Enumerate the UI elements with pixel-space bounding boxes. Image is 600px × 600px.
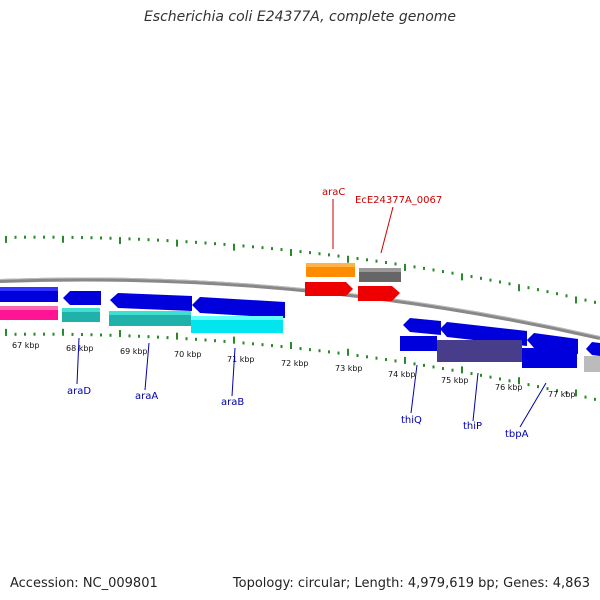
- tick-labels: 67 kbp 68 kbp 69 kbp 70 kbp 71 kbp 72 kb…: [12, 341, 576, 399]
- feature-tbpa-lower[interactable]: [522, 348, 577, 368]
- feature-arac-red[interactable]: [305, 282, 353, 296]
- tick-label: 72 kbp: [281, 359, 309, 368]
- feature-arad[interactable]: [63, 291, 101, 305]
- gene-label-thiq[interactable]: thiQ: [401, 415, 422, 426]
- tick-label: 71 kbp: [227, 355, 255, 364]
- tick-label: 74 kbp: [388, 370, 416, 379]
- gene-labels: araC EcE24377A_0067 araD araA araB thiQ …: [67, 187, 529, 440]
- tick-label: 69 kbp: [120, 347, 148, 356]
- tick-label: 75 kbp: [441, 376, 469, 385]
- feature-arab-cyan[interactable]: [191, 316, 283, 333]
- reverse-strand-features-left: [0, 287, 285, 333]
- gene-label-arad[interactable]: araD: [67, 386, 91, 397]
- inner-tick-ring: [5, 328, 596, 401]
- feature-thiq[interactable]: [403, 318, 441, 335]
- outer-tick-ring: [5, 235, 596, 304]
- genome-backbone: [0, 277, 600, 340]
- tick-label: 70 kbp: [174, 350, 202, 359]
- reverse-strand-features-right: [400, 318, 600, 372]
- genome-summary: Topology: circular; Length: 4,979,619 bp…: [232, 576, 590, 591]
- accession-label: Accession: NC_009801: [10, 576, 158, 591]
- feature-grey-lower[interactable]: [584, 356, 600, 372]
- gene-label-ece24377a-0067[interactable]: EcE24377A_0067: [355, 195, 442, 206]
- tick-label: 68 kbp: [66, 344, 94, 353]
- gene-label-arab[interactable]: araB: [221, 397, 244, 408]
- tick-label: 76 kbp: [495, 383, 523, 392]
- gene-label-thip[interactable]: thiP: [463, 421, 482, 432]
- leader-lines: [76, 199, 547, 428]
- feature-thiq-lower[interactable]: [400, 336, 437, 351]
- gene-label-araa[interactable]: araA: [135, 391, 158, 402]
- tick-label: 67 kbp: [12, 341, 40, 350]
- feature-araa[interactable]: [110, 293, 192, 311]
- forward-strand-features: [305, 263, 401, 301]
- tick-label: 77 kbp: [548, 390, 576, 399]
- gene-label-arac[interactable]: araC: [322, 187, 345, 198]
- tick-label: 73 kbp: [335, 364, 363, 373]
- map-title: Escherichia coli E24377A, complete genom…: [143, 9, 457, 25]
- feature-arab[interactable]: [192, 297, 285, 318]
- gene-label-tbpa[interactable]: tbpA: [505, 429, 529, 440]
- feature-thip-lower[interactable]: [437, 340, 522, 362]
- feature-ece24377a-0067-red[interactable]: [358, 286, 400, 301]
